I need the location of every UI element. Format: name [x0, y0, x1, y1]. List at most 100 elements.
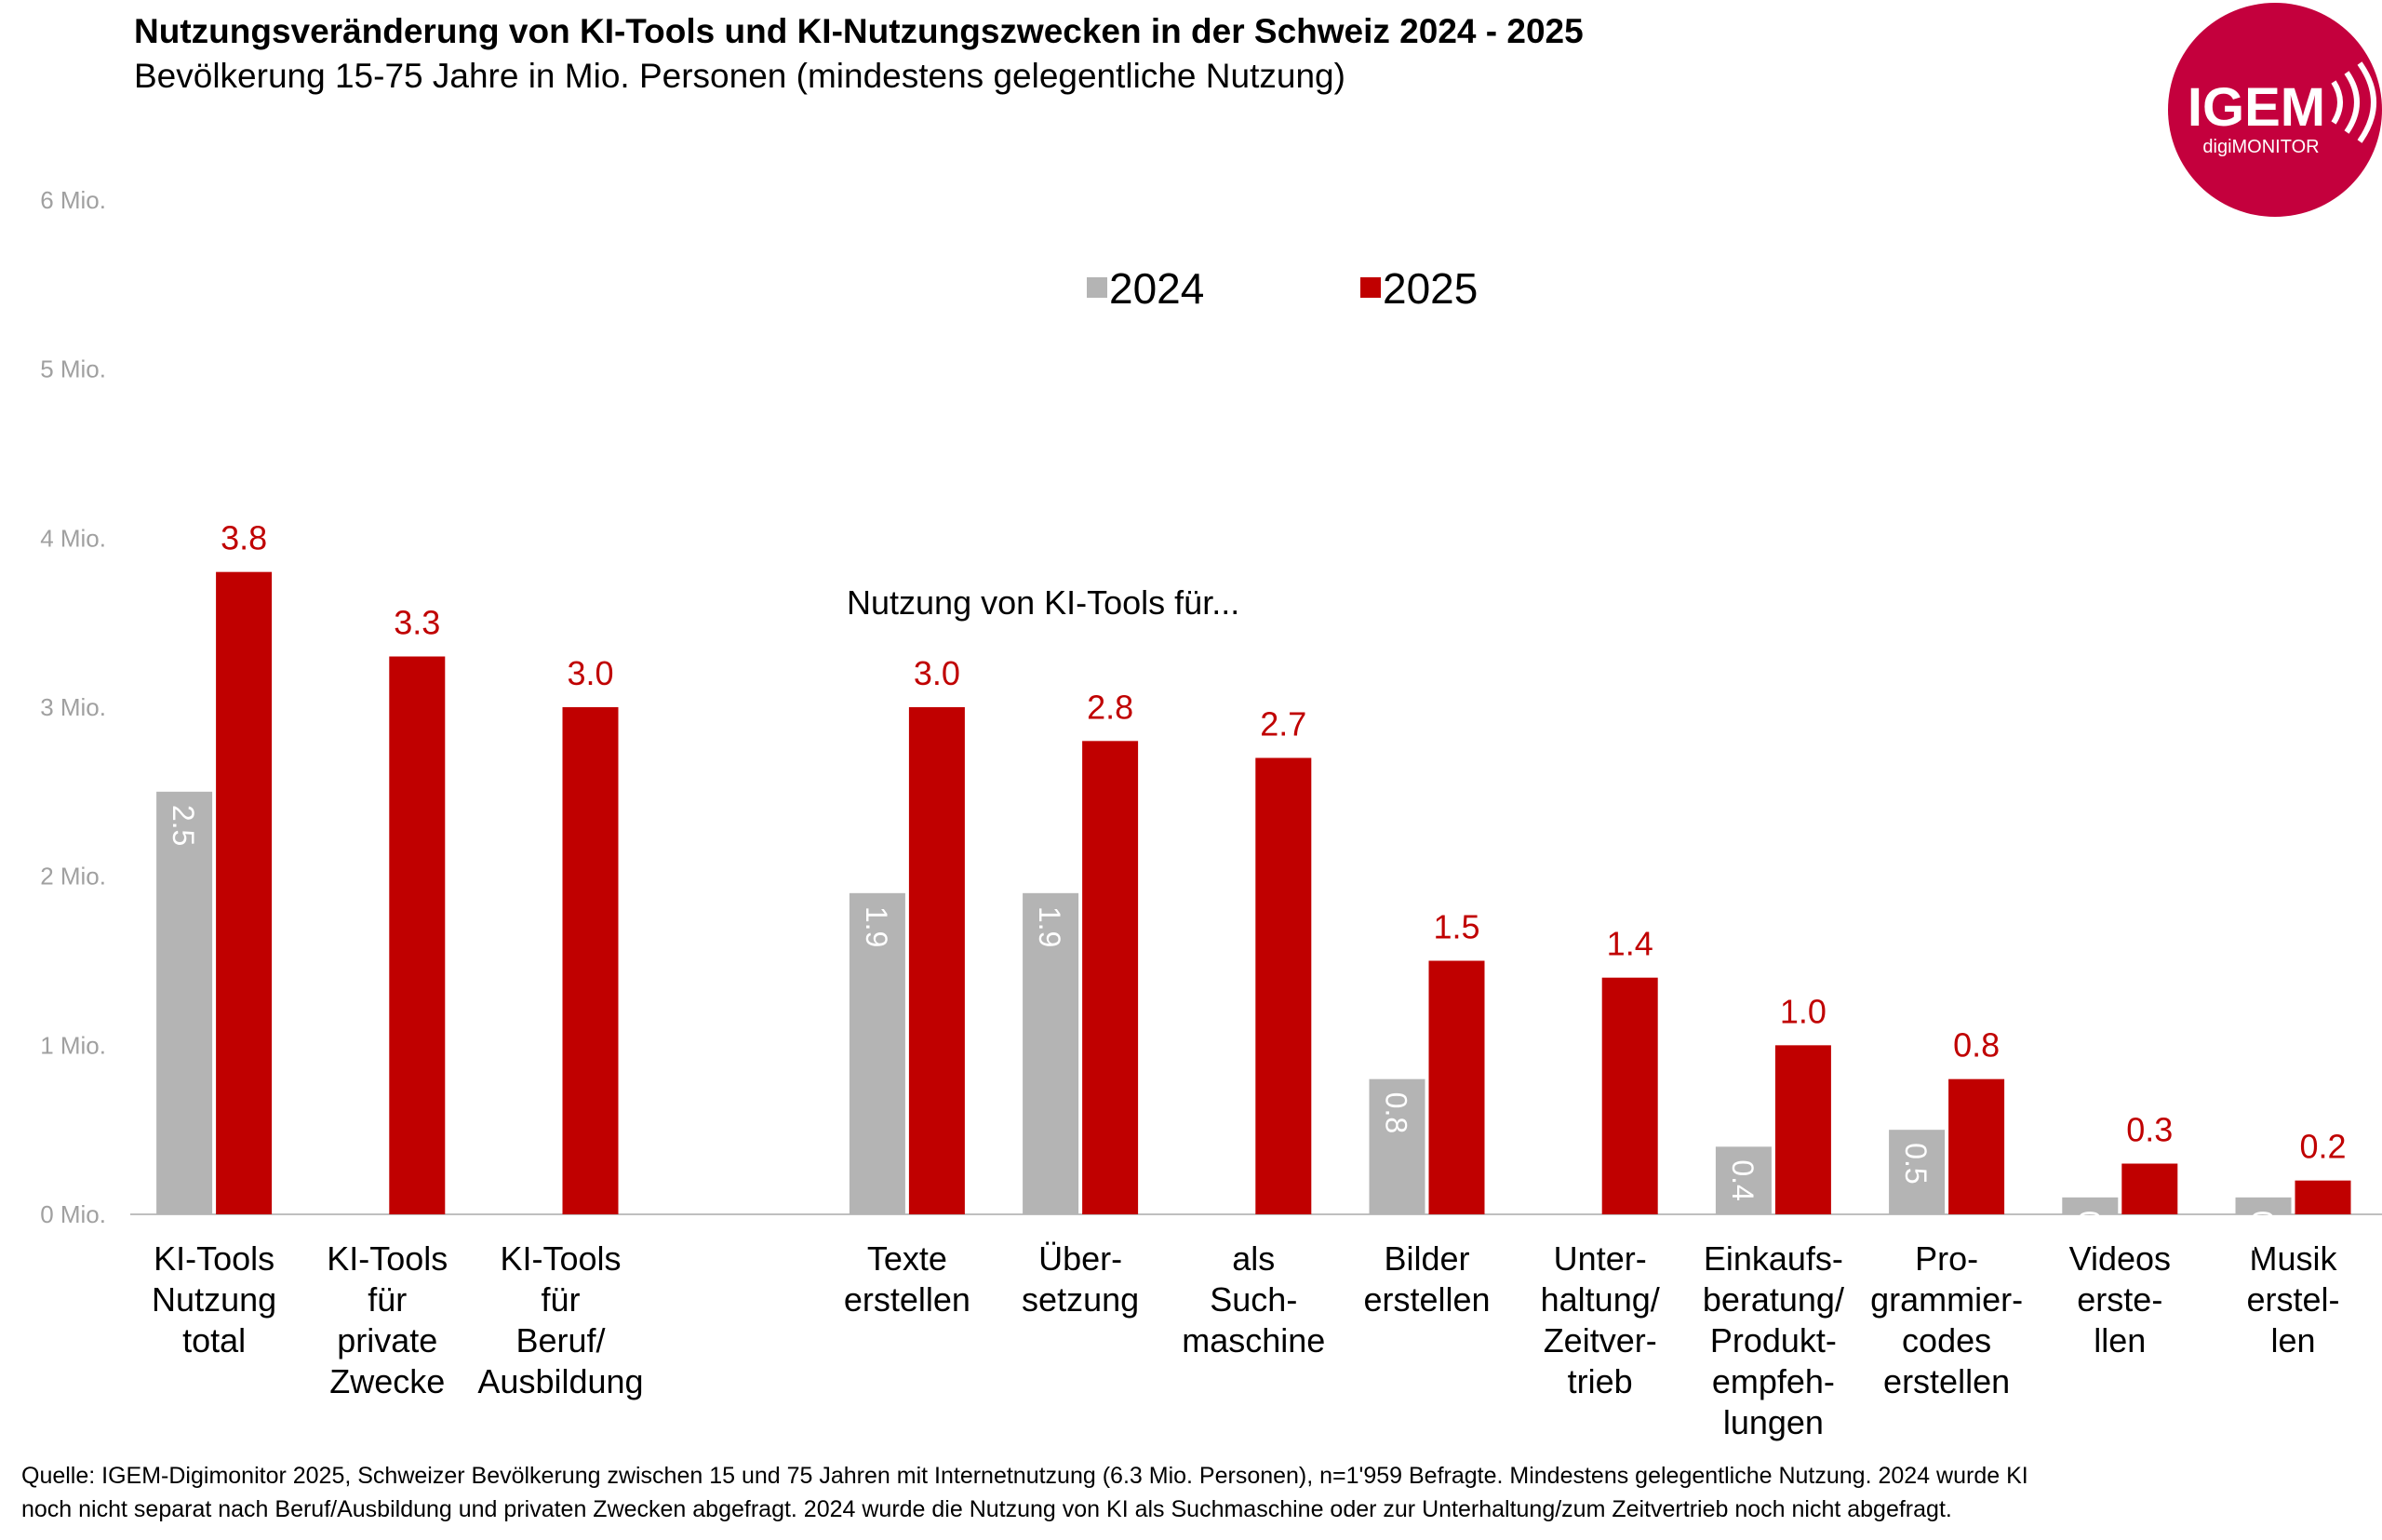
- x-tick-label: codes: [1902, 1321, 1991, 1359]
- legend-label: 2025: [1383, 264, 1478, 313]
- x-tick-label: total: [182, 1321, 246, 1359]
- annotation: Nutzung von KI-Tools für...: [847, 583, 1239, 622]
- x-tick-label: beratung/: [1703, 1280, 1844, 1319]
- bar: [1601, 977, 1658, 1214]
- x-tick-label: für: [541, 1280, 580, 1319]
- value-label: 0.3: [2126, 1111, 2173, 1149]
- x-tick-label: erste-: [2077, 1280, 2162, 1319]
- x-tick-label: Nutzung: [152, 1280, 276, 1319]
- x-tick-label: Zwecke: [329, 1362, 445, 1400]
- bar: [2121, 1163, 2178, 1214]
- x-tick-label: Zeitver-: [1544, 1321, 1657, 1359]
- y-tick-label: 6 Mio.: [40, 186, 106, 214]
- x-tick-label: Einkaufs-: [1704, 1239, 1843, 1278]
- x-tick-label: Videos: [2069, 1239, 2171, 1278]
- footnote: Quelle: IGEM-Digimonitor 2025, Schweizer…: [21, 1463, 2028, 1489]
- bar: [216, 571, 273, 1214]
- x-tick-label: grammier-: [1870, 1280, 2023, 1319]
- legend-swatch: [1087, 277, 1107, 298]
- value-label: 0.8: [1953, 1026, 2000, 1065]
- bar: [562, 707, 619, 1214]
- bar: [849, 892, 905, 1214]
- value-label: 1.5: [1433, 908, 1479, 946]
- value-label: 0.8: [1380, 1092, 1413, 1133]
- bar: [389, 656, 446, 1214]
- value-label: 1.9: [860, 906, 893, 947]
- y-tick-label: 0 Mio.: [40, 1200, 106, 1228]
- x-tick-label: Über-: [1038, 1239, 1122, 1278]
- logo-name: IGEM: [2188, 77, 2325, 138]
- bar: [1428, 960, 1485, 1214]
- x-tick-label: erstel-: [2246, 1280, 2339, 1319]
- bar: [1948, 1078, 2005, 1214]
- value-label: 0.4: [1726, 1159, 1760, 1200]
- y-tick-label: 5 Mio.: [40, 355, 106, 383]
- x-tick-label: lungen: [1723, 1403, 1824, 1441]
- x-tick-label: erstellen: [1883, 1362, 2010, 1400]
- bar: [1889, 1130, 1946, 1214]
- logo-waves: [2331, 61, 2376, 143]
- x-tick-label: Pro-: [1915, 1239, 1978, 1278]
- value-label: 3.3: [394, 604, 440, 642]
- x-tick-label: für: [368, 1280, 407, 1319]
- x-tick-label: maschine: [1182, 1321, 1325, 1359]
- bar: [1369, 1078, 1425, 1214]
- bar: [2295, 1180, 2351, 1214]
- x-tick-label: setzung: [1022, 1280, 1139, 1319]
- value-label: 1.9: [1033, 906, 1066, 947]
- value-label: 2.8: [1087, 688, 1133, 726]
- bar: [1023, 892, 1079, 1214]
- y-tick-label: 4 Mio.: [40, 524, 106, 552]
- bar: [1715, 1146, 1772, 1214]
- logo-circle: [2168, 3, 2382, 217]
- x-tick-label: erstellen: [844, 1280, 970, 1319]
- x-tick-label: len: [2270, 1321, 2315, 1359]
- x-tick-label: Bilder: [1384, 1239, 1469, 1278]
- chart-title: Nutzungsveränderung von KI-Tools und KI-…: [134, 12, 1584, 50]
- x-tick-label: Ausbildung: [477, 1362, 643, 1400]
- x-tick-label: KI-Tools: [500, 1239, 621, 1278]
- x-tick-label: erstellen: [1363, 1280, 1490, 1319]
- x-tick-label: Unter-: [1554, 1239, 1647, 1278]
- value-label: 0.1: [2246, 1211, 2280, 1252]
- value-label: 3.0: [914, 654, 960, 692]
- y-tick-label: 3 Mio.: [40, 693, 106, 721]
- value-label: 0.1: [2072, 1211, 2106, 1252]
- bar: [1255, 757, 1312, 1214]
- bar: [1082, 741, 1139, 1214]
- x-tick-label: KI-Tools: [327, 1239, 448, 1278]
- bar: [2235, 1197, 2292, 1214]
- x-tick-label: llen: [2094, 1321, 2146, 1359]
- x-tick-label: Texte: [867, 1239, 947, 1278]
- chart-subtitle: Bevölkerung 15-75 Jahre in Mio. Personen…: [134, 57, 1345, 95]
- value-label: 1.4: [1607, 925, 1653, 963]
- footnote: noch nicht separat nach Beruf/Ausbildung…: [21, 1496, 1952, 1522]
- bar: [1774, 1045, 1831, 1214]
- x-tick-label: haltung/: [1541, 1280, 1660, 1319]
- y-tick-label: 1 Mio.: [40, 1031, 106, 1059]
- x-tick-label: trieb: [1568, 1362, 1633, 1400]
- y-tick-label: 2 Mio.: [40, 863, 106, 891]
- x-tick-label: Produkt-: [1710, 1321, 1837, 1359]
- x-tick-label: Such-: [1210, 1280, 1297, 1319]
- value-label: 0.2: [2299, 1128, 2346, 1166]
- value-label: 0.5: [1899, 1143, 1933, 1184]
- value-label: 2.7: [1260, 705, 1306, 743]
- bar: [2062, 1197, 2119, 1214]
- x-tick-label: als: [1232, 1239, 1275, 1278]
- logo-tagline: digiMONITOR: [2202, 137, 2319, 157]
- value-label: 1.0: [1780, 992, 1827, 1030]
- bar: [908, 707, 965, 1214]
- logo: IGEM digiMONITOR: [2168, 3, 2382, 217]
- x-tick-label: Musik: [2249, 1239, 2337, 1278]
- legend-swatch: [1360, 277, 1381, 298]
- x-tick-label: private: [337, 1321, 437, 1359]
- value-label: 2.5: [167, 805, 200, 846]
- value-label: 3.0: [567, 654, 613, 692]
- x-tick-label: empfeh-: [1712, 1362, 1835, 1400]
- bar: [156, 791, 213, 1214]
- x-tick-label: KI-Tools: [154, 1239, 274, 1278]
- value-label: 3.8: [221, 519, 267, 557]
